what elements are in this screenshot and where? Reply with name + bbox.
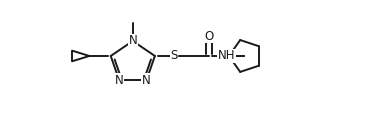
Text: S: S (170, 49, 177, 62)
Text: N: N (128, 34, 137, 47)
Text: O: O (205, 30, 214, 43)
Text: N: N (142, 74, 151, 87)
Text: NH: NH (218, 49, 235, 62)
Text: N: N (115, 74, 124, 87)
